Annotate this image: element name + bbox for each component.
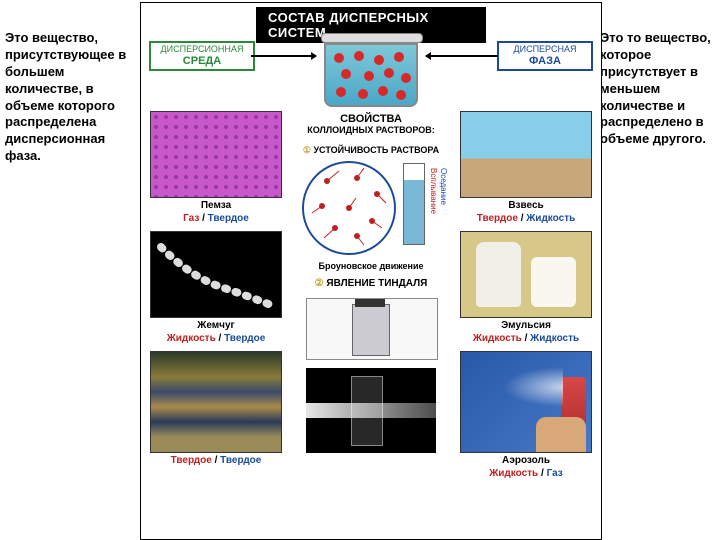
cell-pearl: Жемчуг Жидкость / Твердое (146, 231, 286, 341)
prop1: ① УСТОЙЧИВОСТЬ РАСТВОРА (296, 145, 446, 156)
cell-solid: Твердое / Твердое (146, 351, 286, 476)
prop1-text: УСТОЙЧИВОСТЬ РАСТВОРА (313, 145, 439, 155)
right-definition: Это то вещество, которое присутствует в … (600, 30, 718, 148)
cell-p2-0: Твердое (208, 213, 249, 224)
cell-p2-3: Жидкость (530, 333, 579, 344)
cell-name-3: Эмульсия (501, 320, 551, 331)
cell-p1-1: Твердое (477, 213, 518, 224)
beaker-diagram (321, 33, 421, 103)
cell-p1-5: Жидкость (489, 468, 538, 479)
cell-aerosol: Аэрозоль Жидкость / Газ (456, 351, 596, 476)
cell-p2-4: Твердое (220, 455, 261, 466)
prop2-text: ЯВЛЕНИЕ ТИНДАЛЯ (326, 278, 427, 289)
cell-p2-5: Газ (547, 468, 563, 479)
prop1-num: ① (303, 145, 311, 155)
cell-p2-1: Жидкость (526, 213, 575, 224)
tyndall-top (306, 298, 438, 360)
prop2: ② ЯВЛЕНИЕ ТИНДАЛЯ (296, 278, 446, 289)
prop2-num: ② (315, 278, 324, 289)
cell-p1-4: Твердое (171, 455, 212, 466)
cell-p1-2: Жидкость (167, 333, 216, 344)
mid-props-title: СВОЙСТВА КОЛЛОИДНЫХ РАСТВОРОВ: (296, 113, 446, 135)
cell-suspension: Взвесь Твердое / Жидкость (456, 111, 596, 221)
mid-props-t: СВОЙСТВА (296, 113, 446, 125)
cyl-up: Всплывание (429, 168, 438, 214)
main-infographic: СОСТАВ ДИСПЕРСНЫХ СИСТЕМ ДИСПЕРСИОННАЯ С… (140, 2, 602, 540)
label-phase-main: ФАЗА (505, 55, 585, 67)
tyndall-effect (306, 368, 436, 453)
label-disperse-phase: ДИСПЕРСНАЯ ФАЗА (497, 41, 593, 71)
cell-p1-0: Газ (183, 213, 199, 224)
cell-pumice: Пемза Газ / Твердое (146, 111, 286, 221)
cyl-down: Оседание (439, 168, 448, 205)
mid-props-s: КОЛЛОИДНЫХ РАСТВОРОВ: (296, 125, 446, 135)
arrow-right (426, 55, 498, 57)
cylinder (403, 161, 425, 247)
cell-name-5: Аэрозоль (502, 455, 550, 466)
cell-name-1: Взвесь (508, 200, 543, 211)
label-medium-main: СРЕДА (157, 55, 247, 67)
label-dispersion-medium: ДИСПЕРСИОННАЯ СРЕДА (149, 41, 255, 71)
left-definition: Это вещество, присутствующее в большем к… (5, 30, 140, 165)
cell-name-0: Пемза (201, 200, 231, 211)
label-phase-top: ДИСПЕРСНАЯ (505, 45, 585, 55)
brownian-label: Броуновское движение (296, 261, 446, 271)
brownian-circle (299, 161, 399, 255)
cell-emulsion: Эмульсия Жидкость / Жидкость (456, 231, 596, 341)
cell-name-2: Жемчуг (197, 320, 234, 331)
arrow-left (251, 55, 316, 57)
cell-p2-2: Твердое (224, 333, 265, 344)
cell-p1-3: Жидкость (473, 333, 522, 344)
label-medium-top: ДИСПЕРСИОННАЯ (157, 45, 247, 55)
